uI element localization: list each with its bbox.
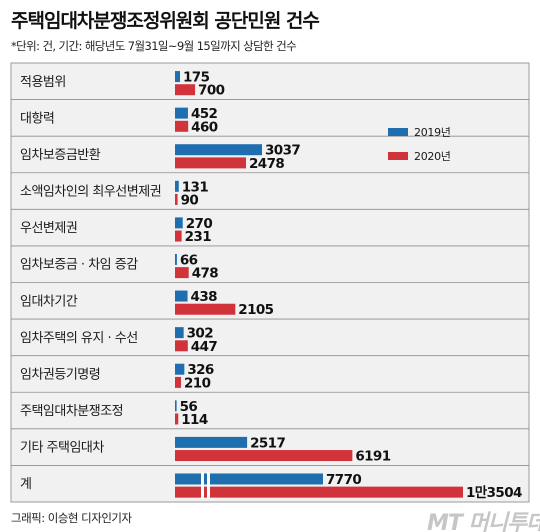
bar-2020 xyxy=(175,193,178,205)
bar-2019 xyxy=(175,107,188,119)
category-label: 적용범위 xyxy=(20,75,66,90)
category-label: 임차보증금 · 차임 증감 xyxy=(20,258,138,273)
category-label: 주택임대차분쟁조정 xyxy=(20,404,123,419)
chart-credit: 그래픽: 이승현 디자인기자 xyxy=(11,511,132,525)
bar-2020 xyxy=(175,413,179,425)
value-label-2019: 56 xyxy=(180,399,198,415)
value-label-2019: 2517 xyxy=(250,435,285,451)
axis-break-mark xyxy=(207,472,210,499)
value-label-2020: 478 xyxy=(192,266,219,282)
legend-swatch-2020 xyxy=(388,152,408,160)
value-label-2019: 66 xyxy=(180,252,198,268)
bar-2019 xyxy=(175,400,177,412)
axis-break-mark xyxy=(201,472,204,499)
value-label-2020: 700 xyxy=(198,83,225,99)
bar-2019 xyxy=(175,363,185,375)
value-label-2020: 1만3504 xyxy=(466,485,522,501)
value-label-2020: 6191 xyxy=(355,449,390,465)
bar-2020 xyxy=(175,230,182,242)
bar-2019 xyxy=(175,71,181,83)
bar-2020 xyxy=(175,157,246,169)
value-label-2019: 452 xyxy=(191,106,218,122)
category-label: 임차주택의 유지 · 수선 xyxy=(20,331,138,346)
bar-2020 xyxy=(175,267,189,279)
value-label-2020: 114 xyxy=(181,412,208,428)
bar-2019 xyxy=(175,473,323,485)
category-label: 임차보증금반환 xyxy=(20,148,101,163)
bar-2019 xyxy=(175,290,188,302)
bar-2020 xyxy=(175,303,236,315)
value-label-2020: 447 xyxy=(191,339,218,355)
value-label-2019: 3037 xyxy=(265,143,300,159)
bar-2020 xyxy=(175,376,182,388)
value-label-2020: 231 xyxy=(185,229,212,245)
value-label-2020: 210 xyxy=(184,375,211,391)
category-label: 임대차기간 xyxy=(20,294,78,309)
category-label: 계 xyxy=(20,477,31,492)
legend-label-2020: 2020년 xyxy=(414,150,451,163)
value-label-2019: 175 xyxy=(183,70,210,86)
bar-2020 xyxy=(175,84,196,96)
bar-2019 xyxy=(175,436,248,448)
category-label: 소액임차인의 최우선변제권 xyxy=(20,185,161,200)
value-label-2020: 90 xyxy=(181,192,199,208)
bar-2019 xyxy=(175,144,262,156)
value-label-2019: 7770 xyxy=(326,472,361,488)
value-label-2020: 2478 xyxy=(249,156,284,172)
value-label-2020: 2105 xyxy=(238,302,273,318)
bar-2019 xyxy=(175,253,177,265)
value-label-2019: 270 xyxy=(186,216,213,232)
legend-swatch-2019 xyxy=(388,128,408,136)
bar-2019 xyxy=(175,327,184,339)
publisher-logo: MT 머니투데이 xyxy=(427,511,540,532)
chart-subtitle: *단위: 건, 기간: 해당년도 7월31일~9월 15일까지 상담한 건수 xyxy=(11,39,297,53)
bar-2020 xyxy=(175,120,189,132)
chart-title: 주택임대차분쟁조정위원회 공단민원 건수 xyxy=(11,10,320,32)
value-label-2019: 131 xyxy=(182,179,209,195)
value-label-2019: 302 xyxy=(187,326,214,342)
category-label: 대항력 xyxy=(20,111,54,126)
value-label-2020: 460 xyxy=(191,119,218,135)
category-label: 임차권등기명령 xyxy=(20,367,100,382)
bar-2020 xyxy=(175,450,353,462)
bar-2019 xyxy=(175,180,179,192)
bar-2020 xyxy=(175,486,463,498)
value-label-2019: 438 xyxy=(191,289,218,305)
bar-2020 xyxy=(175,340,188,352)
legend-label-2019: 2019년 xyxy=(414,126,451,139)
category-label: 우선변제권 xyxy=(20,221,77,236)
bar-2019 xyxy=(175,217,183,229)
value-label-2019: 326 xyxy=(187,362,214,378)
category-label: 기타 주택임대차 xyxy=(20,441,104,456)
